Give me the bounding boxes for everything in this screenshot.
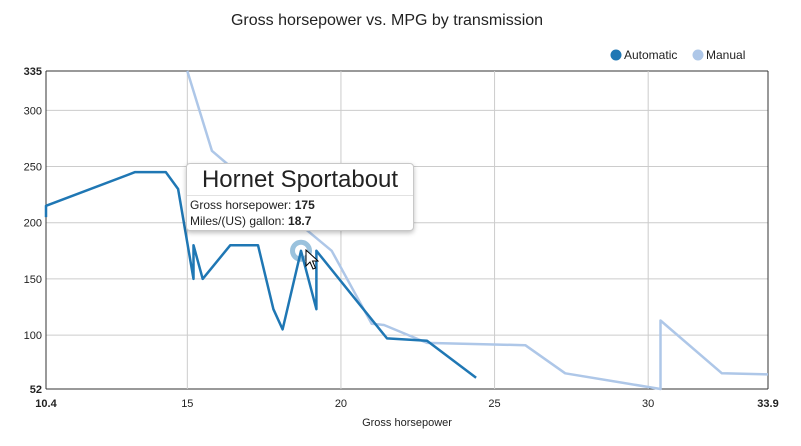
tooltip-hp-row: Gross horsepower: 175 bbox=[190, 198, 315, 213]
tooltip-mpg-value: 18.7 bbox=[288, 214, 312, 228]
y-tick-label: 300 bbox=[24, 105, 42, 117]
tooltip-title: Hornet Sportabout bbox=[201, 166, 399, 193]
x-tick-label: 30 bbox=[642, 398, 654, 410]
legend-swatch bbox=[692, 49, 704, 61]
legend[interactable]: Automatic Manual bbox=[610, 48, 746, 62]
y-tick-label: 200 bbox=[24, 218, 42, 230]
legend-item-manual[interactable]: Manual bbox=[692, 48, 746, 62]
tooltip: Hornet Sportabout Gross horsepower: 175 … bbox=[186, 163, 414, 231]
tooltip-hp-value: 175 bbox=[294, 198, 315, 212]
x-axis-title: Gross horsepower bbox=[362, 417, 452, 429]
x-tick-label: 25 bbox=[488, 398, 500, 410]
tooltip-mpg-row: Miles/(US) gallon: 18.7 bbox=[190, 214, 311, 229]
legend-item-automatic[interactable]: Automatic bbox=[610, 48, 678, 62]
x-tick-label: 10.4 bbox=[35, 398, 57, 410]
legend-swatch bbox=[610, 49, 622, 61]
tooltip-mpg-label: Miles/(US) gallon: bbox=[190, 214, 285, 228]
x-tick-label: 15 bbox=[181, 398, 193, 410]
tooltip-divider bbox=[187, 195, 413, 196]
y-tick-label: 250 bbox=[24, 162, 42, 174]
x-axis: 10.4 15 20 25 30 33.9 bbox=[35, 398, 778, 410]
series-line-automatic[interactable] bbox=[44, 170, 477, 379]
mouse-cursor-icon bbox=[305, 249, 319, 270]
y-tick-label: 52 bbox=[30, 384, 42, 396]
tooltip-hp-label: Gross horsepower: bbox=[190, 198, 292, 212]
y-tick-label: 100 bbox=[24, 330, 42, 342]
legend-label: Manual bbox=[706, 48, 745, 62]
x-tick-label: 20 bbox=[335, 398, 347, 410]
x-tick-label: 33.9 bbox=[757, 398, 778, 410]
y-tick-label: 150 bbox=[24, 274, 42, 286]
y-axis: 52 100 150 200 250 300 335 bbox=[24, 66, 42, 396]
chart-title: Gross horsepower vs. MPG by transmission bbox=[231, 12, 543, 29]
highlighted-point[interactable] bbox=[290, 239, 313, 262]
y-tick-label: 335 bbox=[24, 66, 42, 78]
legend-label: Automatic bbox=[624, 48, 677, 62]
